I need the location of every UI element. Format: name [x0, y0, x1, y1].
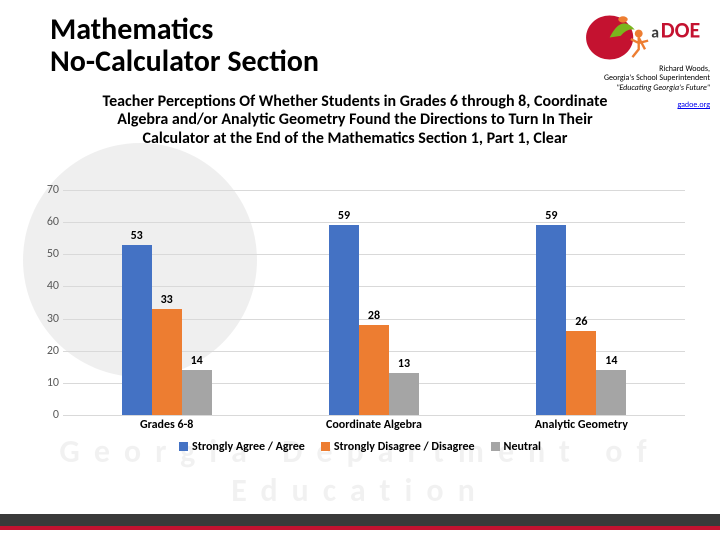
plot-area: 533314592813592614 — [63, 190, 685, 415]
legend-swatch — [179, 442, 188, 451]
logo-superintendent-role: Georgia's School Superintendent — [560, 74, 710, 83]
legend-swatch — [491, 442, 500, 451]
y-axis-label: 0 — [35, 408, 59, 422]
bar: 53 — [122, 245, 152, 415]
y-axis-label: 70 — [35, 183, 59, 197]
bar-value-label: 14 — [596, 354, 626, 368]
legend: Strongly Agree / Agree Strongly Disagree … — [35, 440, 685, 454]
bar-value-label: 14 — [182, 354, 212, 368]
legend-item: Strongly Agree / Agree — [179, 440, 305, 454]
y-axis-label: 20 — [35, 344, 59, 358]
bar-value-label: 26 — [566, 315, 596, 329]
y-axis-label: 30 — [35, 312, 59, 326]
svg-text:DOE: DOE — [661, 17, 700, 44]
y-axis-label: 10 — [35, 376, 59, 390]
legend-item: Strongly Disagree / Disagree — [321, 440, 475, 454]
x-axis-group-label: Coordinate Algebra — [270, 418, 477, 432]
gridline — [63, 415, 685, 416]
bar: 14 — [596, 370, 626, 415]
title-line1: Mathematics — [50, 14, 319, 46]
footer-accent — [0, 526, 720, 530]
bar-value-label: 59 — [536, 209, 566, 223]
bar-value-label: 53 — [122, 229, 152, 243]
legend-item: Neutral — [491, 440, 541, 454]
y-axis-label: 60 — [35, 215, 59, 229]
bar: 59 — [536, 225, 566, 415]
bar: 26 — [566, 331, 596, 415]
chart-title: Teacher Perceptions Of Whether Students … — [95, 93, 615, 148]
logo-url[interactable]: gadoe.org — [677, 100, 710, 110]
x-axis-group-label: Analytic Geometry — [478, 418, 685, 432]
bar-value-label: 13 — [389, 357, 419, 371]
bar-value-label: 59 — [329, 209, 359, 223]
svg-text:a: a — [651, 24, 659, 43]
bar-chart: 010203040506070Grades 6-8Coordinate Alge… — [35, 190, 685, 455]
bar: 59 — [329, 225, 359, 415]
title-line2: No-Calculator Section — [50, 46, 319, 78]
legend-swatch — [321, 442, 330, 451]
bar: 13 — [389, 373, 419, 415]
bar: 33 — [152, 309, 182, 415]
bar-value-label: 28 — [359, 309, 389, 323]
gadoe-logo: a DOE — [580, 10, 710, 65]
x-axis-group-label: Grades 6-8 — [63, 418, 270, 432]
y-axis-label: 50 — [35, 247, 59, 261]
page-title: Mathematics No-Calculator Section — [50, 14, 319, 77]
y-axis-label: 40 — [35, 279, 59, 293]
bar: 28 — [359, 325, 389, 415]
bar-value-label: 33 — [152, 293, 182, 307]
bar: 14 — [182, 370, 212, 415]
footer-bar — [0, 514, 720, 526]
